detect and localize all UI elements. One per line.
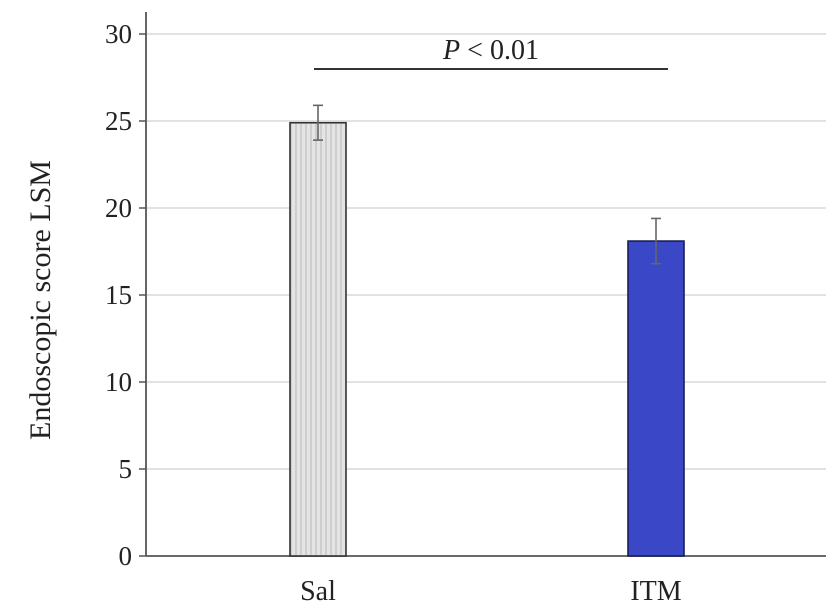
y-tick-label: 30 <box>105 19 132 49</box>
labels: 0 5 10 15 20 25 30 Sal ITM P < 0.01 <box>105 19 682 607</box>
significance-label: P < 0.01 <box>442 35 539 66</box>
bar-sal <box>289 121 347 557</box>
bar-itm <box>627 240 685 557</box>
y-tick-label: 0 <box>119 541 133 571</box>
bars <box>289 104 685 557</box>
y-axis-title: Endoscopic score LSM <box>24 160 57 440</box>
y-tick-label: 25 <box>105 106 132 136</box>
y-tick-label: 20 <box>105 193 132 223</box>
y-tick-label: 5 <box>119 454 133 484</box>
x-tick-label-itm: ITM <box>630 576 681 607</box>
y-tick-label: 10 <box>105 367 132 397</box>
gridlines <box>146 33 826 470</box>
p-value: < 0.01 <box>460 35 539 66</box>
p-symbol: P <box>442 35 460 66</box>
axes <box>139 12 826 557</box>
y-tick-label: 15 <box>105 280 132 310</box>
x-tick-label-sal: Sal <box>300 576 336 607</box>
